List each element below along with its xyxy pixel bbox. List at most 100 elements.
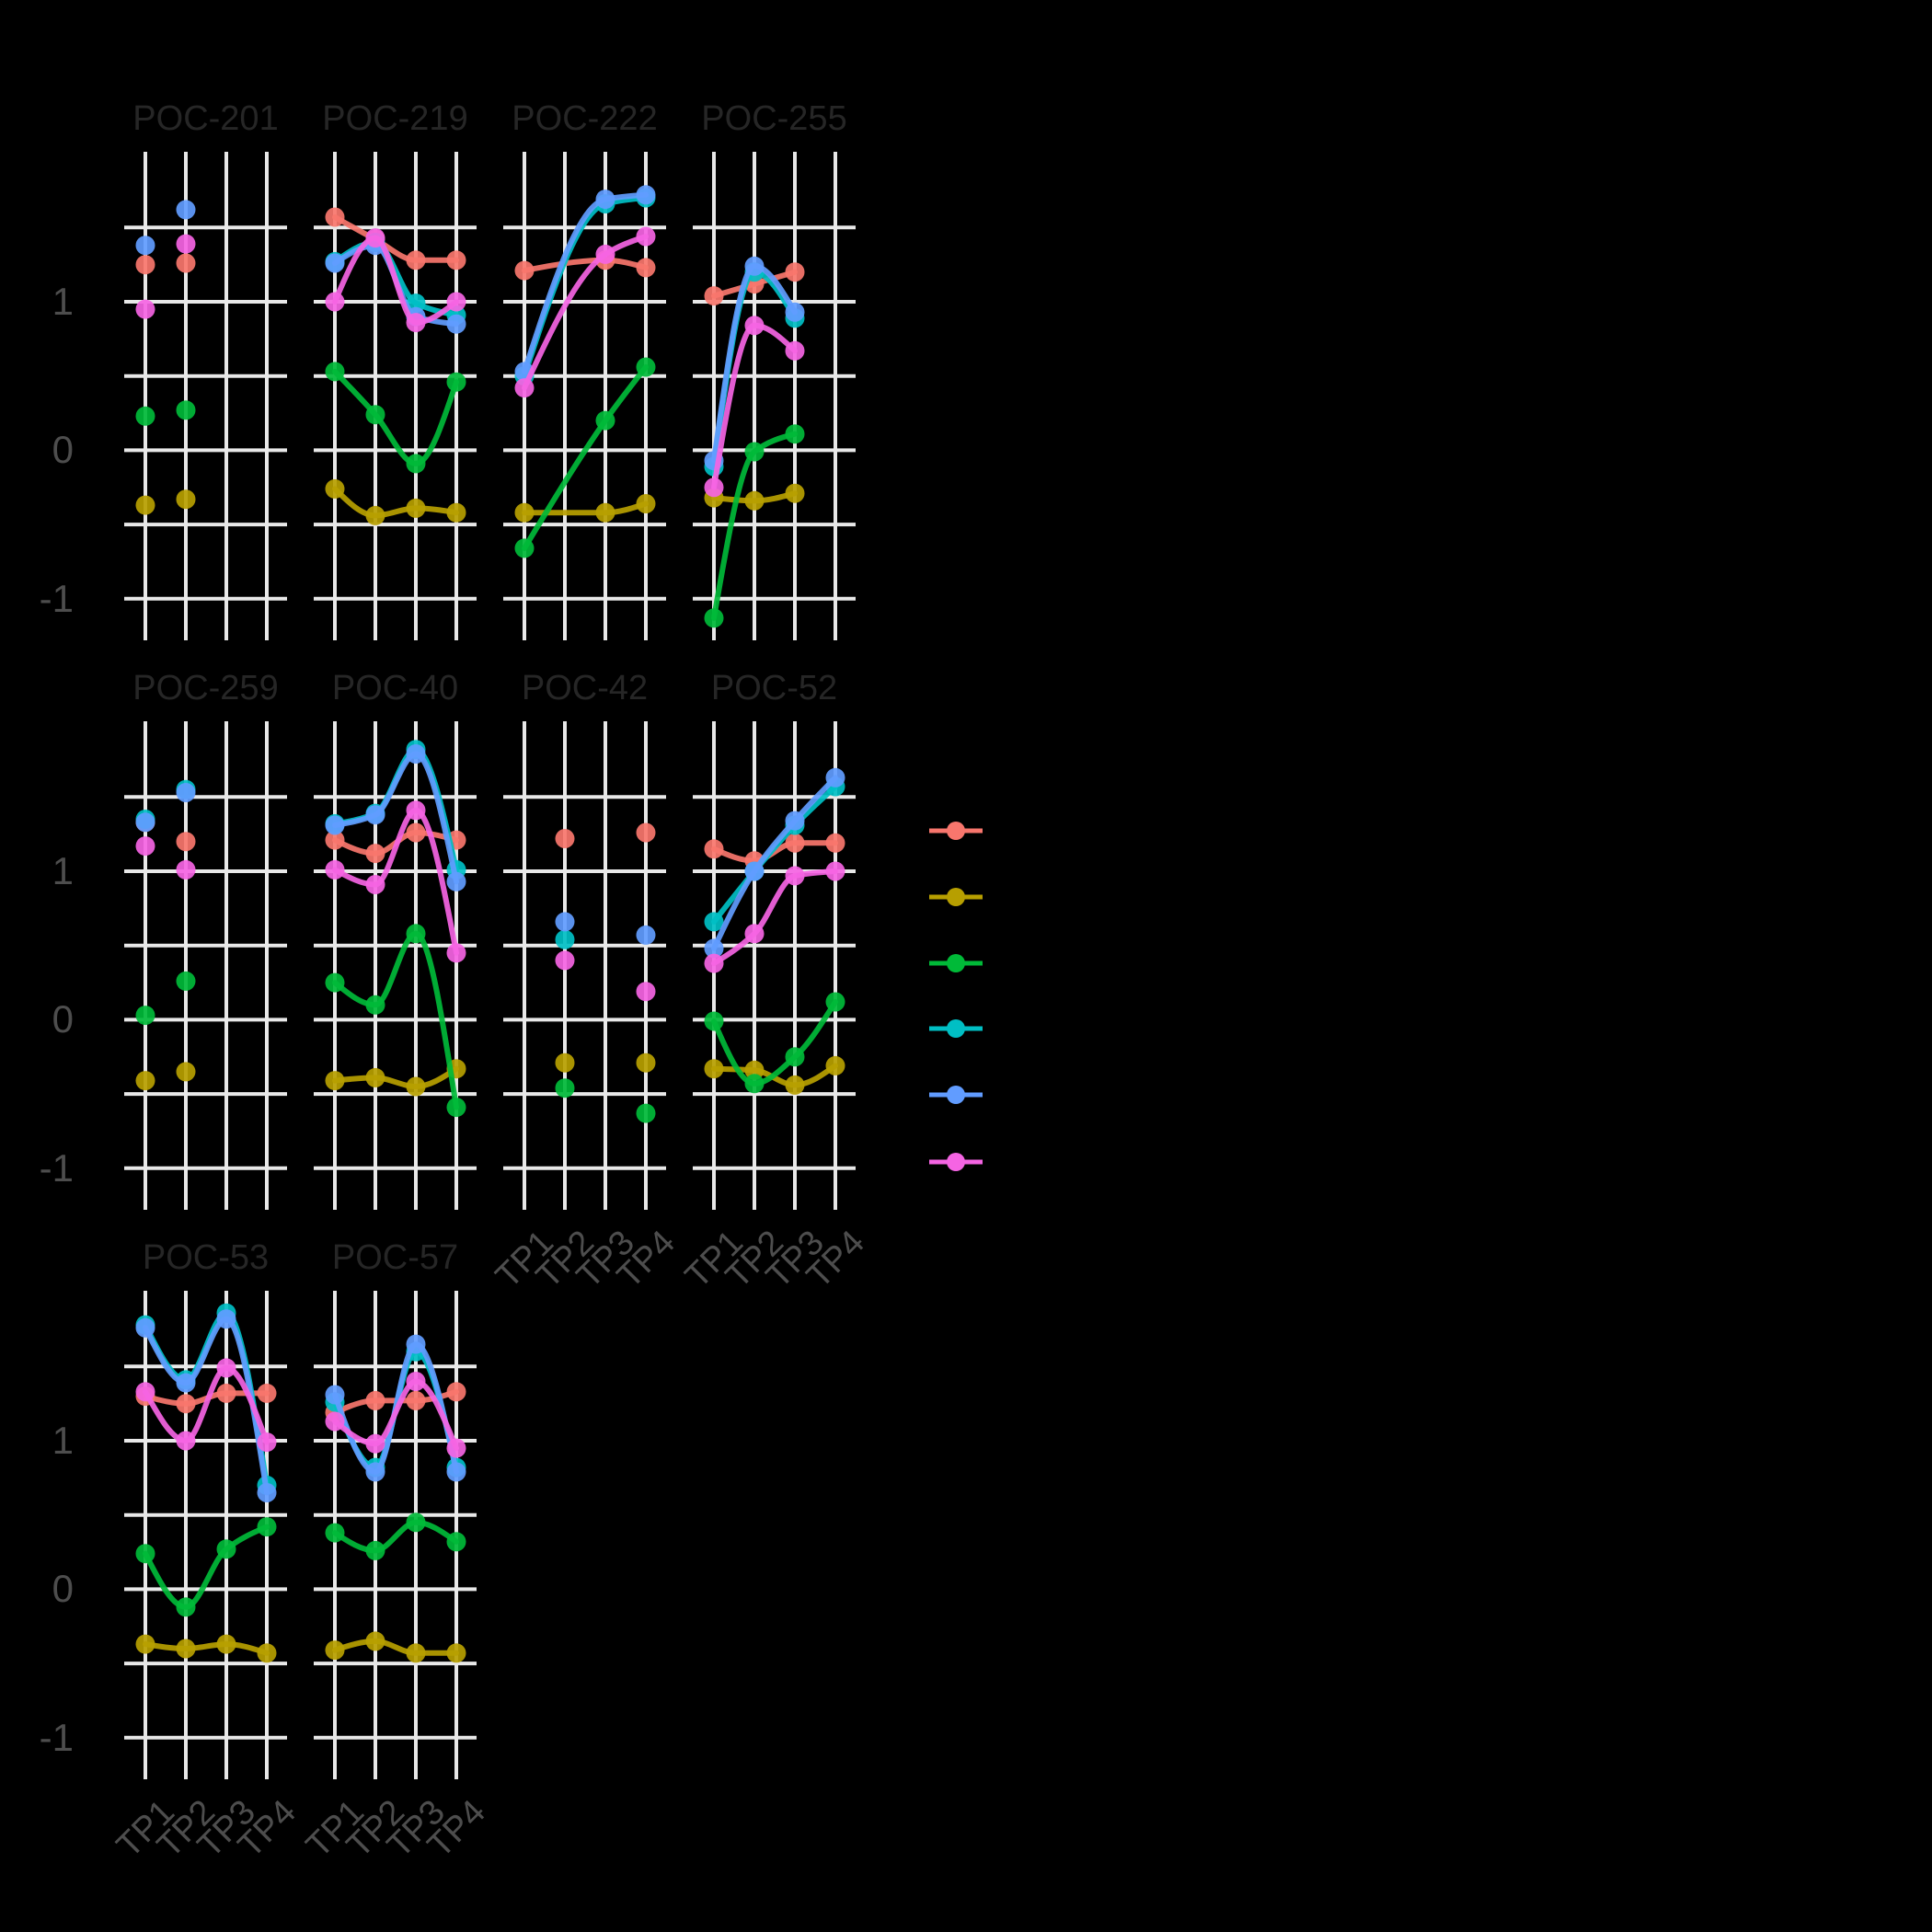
data-point-blue <box>216 1309 236 1329</box>
data-point-green <box>406 454 426 474</box>
series-line-olive <box>522 500 649 516</box>
data-point-green <box>365 995 385 1015</box>
legend-key-point <box>947 1086 965 1104</box>
facet-title: POC-259 <box>132 669 279 707</box>
panel-plot <box>124 1291 287 1779</box>
facet-panel <box>314 152 477 640</box>
data-point-green <box>176 400 196 420</box>
data-point-salmon <box>636 258 656 278</box>
data-point-green <box>176 1597 196 1617</box>
data-point-blue <box>744 256 765 276</box>
data-point-green <box>704 1011 724 1031</box>
data-point-olive <box>176 1062 196 1082</box>
facet-panel <box>314 1291 477 1779</box>
data-point-green <box>595 410 615 431</box>
data-point-magenta <box>135 1382 155 1402</box>
data-point-magenta <box>555 950 575 971</box>
data-point-magenta <box>744 316 765 336</box>
facet-panel <box>503 721 666 1210</box>
data-point-magenta <box>365 1433 385 1454</box>
facet-title: POC-40 <box>331 669 459 707</box>
data-point-green <box>135 1544 155 1564</box>
data-point-olive <box>406 1076 426 1097</box>
data-point-olive <box>744 1060 765 1080</box>
data-point-olive <box>636 1052 656 1073</box>
data-point-magenta <box>176 1431 196 1451</box>
data-point-magenta <box>595 244 615 264</box>
series-line-magenta <box>522 234 649 391</box>
data-point-salmon <box>555 829 575 848</box>
data-point-salmon <box>257 1383 277 1403</box>
facet-panel <box>693 721 856 1210</box>
data-point-olive <box>555 1052 575 1073</box>
data-point-blue <box>825 767 845 788</box>
series-line-blue <box>332 1341 459 1475</box>
data-point-magenta <box>365 228 385 248</box>
series-line-magenta <box>143 1364 270 1445</box>
series-line-blue <box>332 751 459 885</box>
data-point-magenta <box>216 1358 236 1378</box>
data-point-magenta <box>446 943 466 963</box>
data-point-salmon <box>704 839 724 859</box>
legend-key-salmon <box>929 820 983 846</box>
panel-plot <box>503 721 666 1210</box>
panel-plot <box>124 152 287 640</box>
series-line-magenta <box>332 235 459 326</box>
data-point-blue <box>365 805 385 825</box>
data-point-magenta <box>704 477 724 498</box>
data-point-salmon <box>365 844 385 864</box>
data-point-green <box>555 1078 575 1098</box>
data-point-blue <box>325 1385 345 1405</box>
series-line-green <box>332 1519 459 1554</box>
data-point-olive <box>325 1071 345 1091</box>
data-point-green <box>744 442 765 462</box>
legend-key-cyan <box>929 1018 983 1044</box>
data-point-olive <box>785 1075 805 1095</box>
facet-title: POC-201 <box>132 99 279 138</box>
series-line-olive <box>332 1065 459 1090</box>
y-axis-tick-label: 0 <box>52 997 74 1041</box>
panel-plot <box>503 152 666 640</box>
facet-panel <box>124 1291 287 1779</box>
data-point-green <box>216 1539 236 1559</box>
data-point-salmon <box>446 250 466 270</box>
data-point-salmon <box>785 262 805 282</box>
facet-panel <box>124 152 287 640</box>
data-point-green <box>446 1098 466 1118</box>
y-axis-tick-label: 0 <box>52 428 74 472</box>
data-point-salmon <box>704 286 724 306</box>
legend-key-point <box>947 1153 965 1171</box>
data-point-salmon <box>325 830 345 850</box>
data-point-olive <box>325 1640 345 1661</box>
data-point-magenta <box>325 859 345 880</box>
data-point-olive <box>704 1059 724 1079</box>
data-point-magenta <box>825 861 845 881</box>
legend-key-point <box>947 1019 965 1038</box>
data-point-olive <box>216 1634 236 1654</box>
series-line-magenta <box>332 1378 459 1452</box>
y-axis-tick-label: 1 <box>52 1419 74 1462</box>
data-point-salmon <box>176 832 196 852</box>
data-point-green <box>135 1006 155 1026</box>
series-line-blue <box>522 191 649 374</box>
series-line-salmon <box>332 214 459 263</box>
data-point-cyan <box>704 912 724 932</box>
series-line-olive <box>143 1641 270 1656</box>
data-point-magenta <box>785 340 805 361</box>
facet-panel <box>124 721 287 1210</box>
series-line-blue <box>711 775 838 951</box>
data-point-green <box>744 1074 765 1094</box>
data-point-salmon <box>514 260 535 281</box>
data-point-salmon <box>825 833 845 853</box>
facet-title: POC-53 <box>142 1238 270 1277</box>
data-point-green <box>325 362 345 382</box>
panel-plot <box>124 721 287 1210</box>
data-point-green <box>325 1523 345 1543</box>
data-point-blue <box>555 912 575 932</box>
data-point-salmon <box>785 833 805 853</box>
data-point-green <box>365 1540 385 1560</box>
data-point-green <box>785 1047 805 1067</box>
data-point-olive <box>325 478 345 499</box>
data-point-green <box>636 357 656 377</box>
